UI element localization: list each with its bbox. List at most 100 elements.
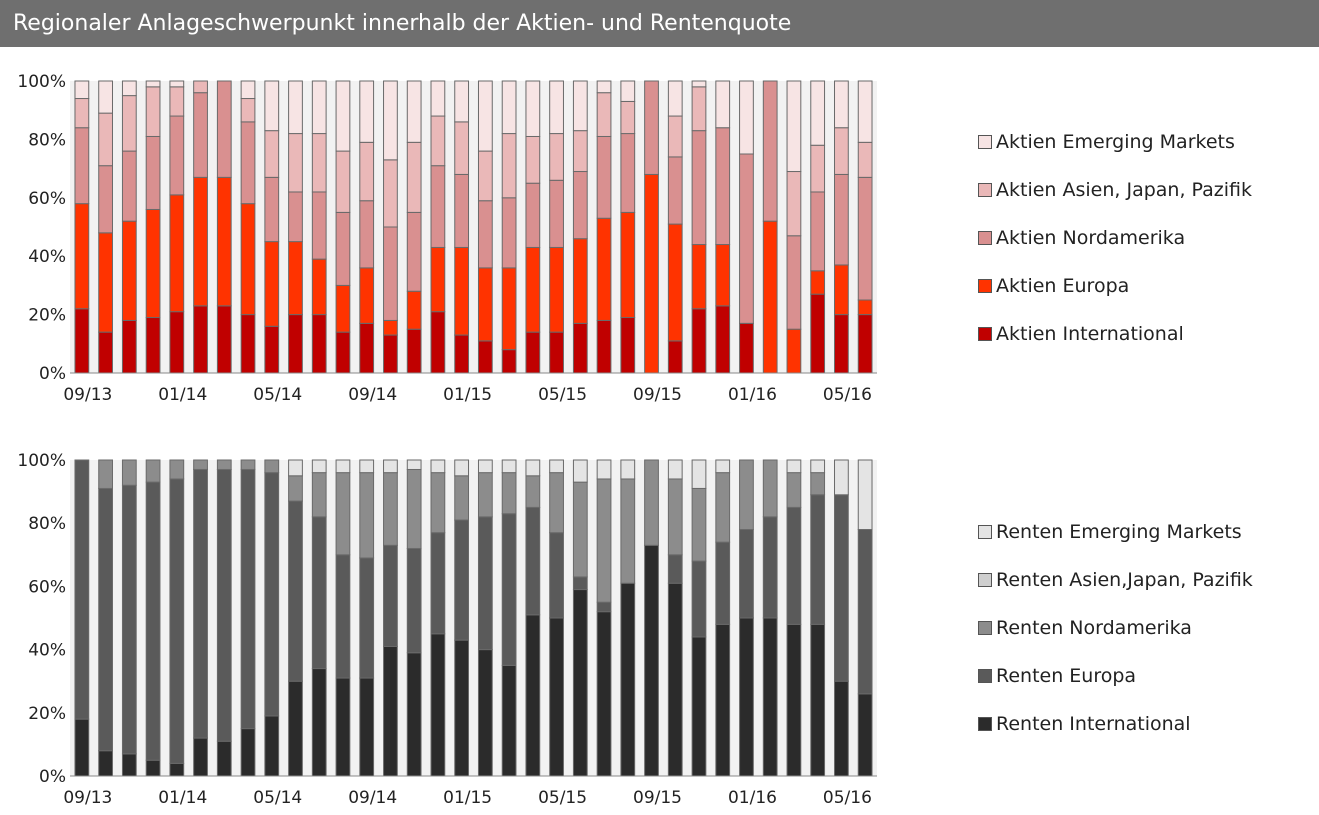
bar-segment-renten-international [715,623,731,777]
legend-item: Aktien Nordamerika [978,226,1185,250]
bar-segment-renten-emerging-markets [335,459,351,474]
bar-segment-aktien-europa [335,284,351,333]
bar-segment-renten-europa [383,544,398,647]
bar-segment-aktien-europa [288,241,303,316]
bar-segment-aktien-international [596,319,612,374]
legend-item: Renten Emerging Markets [978,520,1242,544]
bar-segment-aktien-asien-japan-pazifik [596,92,612,137]
x-tick-label: 05/14 [253,385,302,405]
bar-segment-aktien-asien-japan-pazifik [311,133,327,193]
bar-segment-renten-nordamerika [311,472,327,518]
bar-segment-aktien-asien-japan-pazifik [288,133,303,193]
bar-segment-aktien-international [715,305,731,374]
bar-segment-renten-europa [430,532,446,635]
bar-segment-aktien-emerging-markets [430,80,446,117]
bar-segment-renten-europa [739,529,754,619]
legend-item: Renten Europa [978,664,1136,688]
bar-segment-renten-nordamerika [383,472,398,546]
bar-segment-renten-international [810,623,826,777]
legend-label: Aktien Europa [996,275,1130,297]
bar-segment-renten-international [834,680,849,777]
bar-segment-aktien-international [359,322,375,374]
bar-segment-aktien-europa [311,258,327,316]
bar-segment-aktien-asien-japan-pazifik [525,135,541,184]
bar-segment-renten-emerging-markets [786,459,802,474]
bar-segment-renten-emerging-markets [430,459,446,474]
bar-segment-renten-emerging-markets [383,459,398,474]
bar-segment-aktien-asien-japan-pazifik [857,141,873,178]
legend-swatch [978,279,992,293]
bar-segment-aktien-nordamerika [264,176,280,243]
bar-segment-aktien-emerging-markets [74,80,90,100]
bar-segment-renten-emerging-markets [359,459,375,474]
y-tick-label: 20% [28,306,66,326]
bar-segment-renten-nordamerika [169,459,185,480]
legend-swatch [978,231,992,245]
bar-segment-aktien-europa [477,267,493,342]
bar-segment-renten-international [525,614,541,777]
bar-segment-aktien-europa [193,176,208,307]
bar-segment-aktien-international [572,322,588,374]
bar-segment-aktien-europa [810,270,826,295]
bar-segment-renten-international [193,737,208,777]
bar-segment-renten-nordamerika [501,472,517,515]
bar-segment-aktien-europa [834,264,849,316]
bar-segment-aktien-europa [216,176,232,307]
bar-segment-renten-international [288,680,303,777]
bar-segment-aktien-asien-japan-pazifik [74,98,90,129]
bar-segment-renten-international [74,718,90,777]
bar-segment-renten-nordamerika [98,459,113,489]
x-tick-label: 09/15 [633,385,682,405]
bar-segment-renten-europa [857,529,873,695]
bar-segment-renten-international [121,753,137,777]
bar-segment-aktien-nordamerika [691,130,707,246]
bar-segment-aktien-europa [359,267,375,324]
bar-segment-aktien-nordamerika [644,80,659,175]
aktien-stacked-bar-chart: 0% 20% 40% 60% 80% 100% 09/13 01/14 05/14 09/14 01… [17,72,877,405]
legend-item: Renten Asien,Japan, Pazifik [978,568,1253,592]
bar-segment-aktien-asien-japan-pazifik [335,150,351,213]
x-tick-label: 09/13 [63,385,112,405]
y-tick-label: 60% [28,577,66,597]
bar-segment-renten-emerging-markets [834,459,849,496]
bar-segment-renten-europa [667,554,683,584]
bar-segment-renten-international [406,652,422,777]
legend-label: Aktien Asien, Japan, Pazifik [996,179,1253,201]
bar-segment-aktien-nordamerika [715,127,731,246]
y-tick-label: 20% [28,704,66,724]
bar-segment-aktien-europa [406,290,422,330]
bar-segment-renten-europa [240,468,256,730]
x-tick-label: 01/15 [443,385,492,405]
bar-segment-renten-nordamerika [786,472,802,508]
bar-segment-aktien-nordamerika [145,135,161,210]
bar-segment-aktien-international [477,340,493,374]
bar-segment-aktien-europa [620,211,636,319]
legend-label: Renten Europa [996,665,1137,687]
bar-segment-renten-europa [715,541,731,625]
bar-segment-aktien-asien-japan-pazifik [240,98,256,123]
bar-segment-renten-nordamerika [216,459,232,470]
bar-segment-aktien-asien-japan-pazifik [454,121,470,175]
bar-segment-renten-nordamerika [240,459,256,470]
legend-label: Renten Asien,Japan, Pazifik [996,569,1253,591]
bar-segment-renten-europa [145,481,161,761]
bar-segment-aktien-asien-japan-pazifik [430,115,446,167]
bar-segment-renten-europa [216,468,232,742]
bar-segment-renten-international [454,639,470,777]
legend-swatch [978,717,992,731]
bar-segment-aktien-emerging-markets [406,80,422,143]
bar-segment-aktien-europa [762,220,778,374]
bar-segment-renten-emerging-markets [525,459,541,477]
bar-segment-renten-emerging-markets [477,459,493,474]
bar-segment-aktien-emerging-markets [121,80,137,97]
bar-segment-aktien-nordamerika [762,80,778,222]
bar-segment-renten-international [335,677,351,777]
bar-segment-aktien-europa [572,238,588,324]
legend-item: Renten Nordamerika [978,616,1192,640]
bar-segment-aktien-asien-japan-pazifik [383,159,398,228]
bar-segment-aktien-europa [786,328,802,374]
bar-segment-aktien-europa [667,223,683,342]
bar-segment-aktien-europa [715,244,731,307]
x-tick-label: 01/14 [158,385,207,405]
legend-label: Renten International [996,713,1191,735]
